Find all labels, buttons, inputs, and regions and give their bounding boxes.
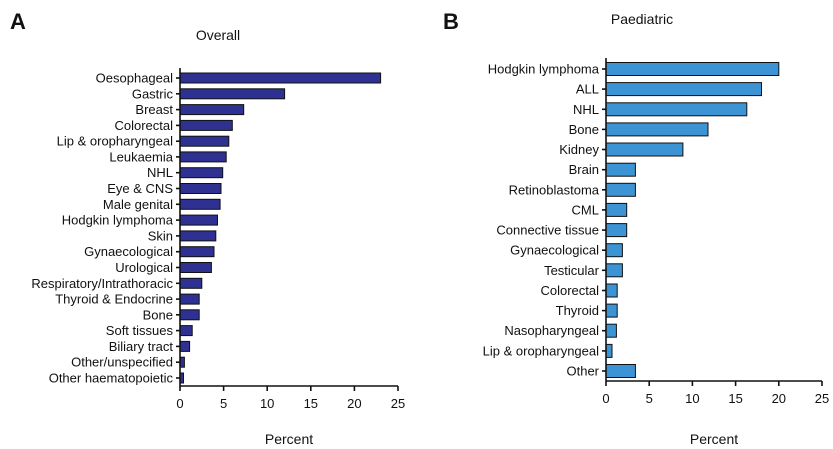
panel-b-category-label: ALL: [576, 82, 599, 97]
panel-a-category-label: Thyroid & Endocrine: [55, 292, 173, 307]
panel-a-bar: [179, 293, 200, 305]
panel-a-bar: [179, 151, 227, 163]
panel-b-x-tick-label: 10: [685, 391, 699, 406]
panel-b-x-tick-label: 5: [646, 391, 653, 406]
panel-b-bar: [605, 102, 748, 117]
panel-a-category-label: Oesophageal: [96, 71, 173, 86]
panel-b-category-label: Lip & oropharyngeal: [483, 343, 599, 358]
panel-a-category-label: Gastric: [132, 86, 174, 101]
panel-b-category-label: Gynaecological: [510, 243, 599, 258]
panel-a-x-tick-label: 20: [347, 396, 361, 411]
panel-b-category-label: Other: [566, 364, 599, 379]
panel-a-category-label: Other haematopoietic: [49, 371, 174, 386]
panel-a-category-label: Other/unspecified: [71, 355, 173, 370]
panel-b: B Paediatric Percent Hodgkin lymphoma ALL…: [443, 9, 829, 447]
panel-a-bar: [179, 262, 212, 273]
panel-a-bar: [179, 230, 217, 242]
panel-b-category-label: Brain: [569, 162, 599, 177]
panel-b-bar: [605, 243, 623, 258]
panel-a-bar: [179, 246, 215, 258]
panel-b-x-tick-label: 0: [602, 391, 609, 406]
panel-a-category-label: Lip & oropharyngeal: [57, 134, 173, 149]
panel-b-bar: [605, 223, 628, 238]
panel-a-bar: [179, 183, 222, 194]
panel-b-category-label: Kidney: [559, 142, 599, 157]
panel-a-category-label: Male genital: [103, 197, 173, 212]
panel-a-x-tick-label: 25: [391, 396, 405, 411]
panel-a-x-tick-label: 10: [260, 396, 274, 411]
panel-a-category-label: Breast: [135, 102, 173, 117]
panel-b-bar: [605, 323, 617, 338]
panel-a-category-label: Eye & CNS: [107, 181, 173, 196]
panel-b-x-axis-label: Percent: [690, 431, 738, 447]
panel-b-category-label: Thyroid: [556, 303, 599, 318]
panel-b-title: Paediatric: [611, 11, 673, 27]
panel-b-bar: [605, 162, 636, 177]
panel-b-bar: [605, 62, 780, 76]
panel-b-bar: [605, 263, 623, 278]
panel-b-letter: B: [443, 9, 459, 34]
panel-a-category-label: Gynaecological: [84, 244, 173, 259]
panel-a-category-label: Biliary tract: [109, 339, 174, 354]
panel-a-category-label: Colorectal: [114, 118, 173, 133]
panel-b-category-label: Testicular: [544, 263, 600, 278]
panel-a-category-label: Leukaemia: [109, 149, 173, 164]
panel-a-category-label: Bone: [143, 307, 173, 322]
panel-a-bar: [179, 104, 245, 116]
panel-b-bar: [605, 303, 618, 318]
panel-a: A Overall Percent OesophagealGastricBrea…: [10, 9, 405, 447]
panel-b-x-tick-label: 20: [772, 391, 786, 406]
panel-b-bar: [605, 202, 628, 217]
panel-a-x-axis-label: Percent: [265, 431, 313, 447]
panel-a-bar: [179, 72, 382, 84]
panel-a-bar: [179, 325, 193, 337]
panel-a-letter: A: [10, 9, 26, 34]
panel-a-category-label: Soft tissues: [106, 323, 174, 338]
panel-a-x-tick-label: 0: [176, 396, 183, 411]
panel-a-category-label: Urological: [115, 260, 173, 275]
panel-b-category-label: Retinoblastoma: [509, 182, 600, 197]
panel-b-bar: [605, 82, 762, 97]
panel-a-x-tick-label: 5: [220, 396, 227, 411]
panel-a-bar: [179, 119, 233, 131]
panel-b-category-label: Hodgkin lymphoma: [488, 62, 600, 77]
panel-b-bar: [605, 142, 684, 157]
panel-b-bar: [605, 122, 709, 137]
panel-b-x-tick-label: 15: [728, 391, 742, 406]
panel-a-bar: [179, 214, 218, 226]
panel-b-category-label: Connective tissue: [496, 223, 599, 238]
panel-b-x-tick-label: 25: [815, 391, 829, 406]
panel-a-x-tick-label: 15: [304, 396, 318, 411]
panel-b-bar: [605, 343, 613, 358]
panel-b-category-label: Colorectal: [540, 283, 599, 298]
panel-a-bar: [179, 167, 224, 179]
panel-a-bar: [179, 309, 200, 321]
panel-b-category-label: CML: [572, 202, 599, 217]
panel-b-category-label: Bone: [569, 122, 599, 137]
panel-a-title: Overall: [196, 27, 240, 43]
panel-a-category-label: NHL: [147, 165, 173, 180]
panel-a-bar: [179, 277, 203, 289]
panel-a-bar: [179, 198, 221, 210]
panel-b-category-label: NHL: [573, 102, 599, 117]
panel-a-bar: [179, 340, 191, 352]
panel-a-category-label: Skin: [148, 228, 173, 243]
panel-a-bar: [179, 135, 230, 147]
panel-b-bar: [605, 182, 636, 197]
panel-a-category-label: Respiratory/Intrathoracic: [31, 276, 173, 291]
panel-b-category-label: Nasopharyngeal: [504, 323, 599, 338]
panel-a-bar: [179, 88, 286, 100]
panel-b-bar: [605, 283, 618, 298]
panel-b-bar: [605, 364, 636, 378]
panel-a-category-label: Hodgkin lymphoma: [62, 213, 174, 228]
